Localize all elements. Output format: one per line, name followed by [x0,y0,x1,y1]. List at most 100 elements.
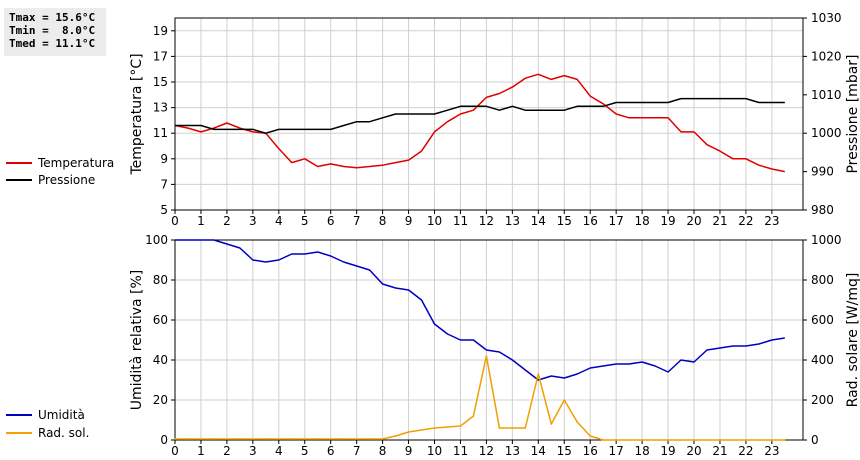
x-tick-label: 23 [764,214,779,228]
x-tick-label: 4 [275,444,283,458]
series-point-rad [174,438,176,440]
series-point-rad [368,438,371,440]
x-tick-label: 8 [379,214,387,228]
x-tick-label: 23 [764,444,779,458]
series-point-rad [407,431,410,433]
series-point-rad [745,439,747,441]
x-tick-label: 21 [712,444,727,458]
legend-label: Temperatura [37,156,114,170]
series-point-rad [537,373,540,375]
x-tick-label: 10 [427,214,442,228]
series-point-rad [394,435,397,437]
x-tick-label: 15 [557,444,572,458]
x-tick-label: 17 [609,444,624,458]
tmin-label: Tmin = 8.0°C [9,24,96,37]
y-tick-label: 15 [153,75,168,89]
legend-label: Rad. sol. [38,426,89,440]
y2-tick-label: 1030 [811,11,842,25]
series-point-rad [381,438,384,440]
series-line-umidit [175,239,785,381]
y2-tick-label: 200 [811,393,834,407]
plot-frame [174,17,804,211]
stats-box: Tmax = 15.6°C Tmin = 8.0°C Tmed = 11.1°C [4,8,106,56]
x-tick-label: 13 [505,214,520,228]
series-point-rad [355,438,358,440]
series-point-rad [485,355,488,357]
x-tick-label: 14 [531,444,546,458]
x-tick-label: 20 [686,214,701,228]
series-point-rad [563,399,566,401]
x-tick-label: 5 [301,444,309,458]
series-point-rad [654,439,656,441]
y-tick-label: 11 [153,126,168,140]
x-tick-label: 4 [275,214,283,228]
x-tick-label: 0 [171,214,179,228]
series-point-rad [329,438,332,440]
plot-frame [174,239,804,441]
x-tick-label: 20 [686,444,701,458]
y-tick-label: 40 [153,353,168,367]
x-tick-label: 3 [249,214,257,228]
series-point-rad [784,439,786,441]
x-tick-label: 21 [712,214,727,228]
x-tick-label: 0 [171,444,179,458]
series-point-rad [213,438,215,440]
series-point-rad [265,438,267,440]
y-tick-label: 0 [160,433,168,447]
x-tick-label: 1 [197,214,205,228]
y2-axis-label: Pressione [mbar] [845,54,860,173]
series-point-rad [226,438,228,440]
series-point-rad [511,427,514,429]
series-point-rad [239,438,241,440]
series-point-rad [680,439,682,441]
series-point-rad [446,426,449,428]
legend-label: Umidità [38,408,85,422]
x-tick-label: 18 [634,214,649,228]
y2-tick-label: 800 [811,273,834,287]
y2-tick-label: 400 [811,353,834,367]
y2-tick-label: 1020 [811,49,842,63]
x-tick-label: 18 [634,444,649,458]
series-point-rad [576,421,579,423]
x-tick-label: 1 [197,444,205,458]
series-line-temperatura [174,73,785,173]
y-tick-label: 20 [153,393,168,407]
y-tick-label: 9 [160,152,168,166]
series-point-rad [602,439,604,441]
series-point-rad [342,438,345,440]
y2-tick-label: 990 [811,165,834,179]
series-point-rad [758,439,760,441]
series-point-rad [316,438,319,440]
series-point-rad [771,439,773,441]
x-tick-label: 15 [557,214,572,228]
y-axis-label: Temperatura [°C] [129,53,145,175]
series-point-rad [420,429,423,431]
series-point-rad [706,439,708,441]
series-line-rad-sol [175,355,785,441]
y-tick-label: 5 [160,203,168,217]
y-tick-label: 60 [153,313,168,327]
series-point-rad [693,439,695,441]
x-tick-label: 12 [479,214,494,228]
series-line-pressione [175,97,785,134]
x-tick-label: 16 [583,214,598,228]
series-point-rad [252,438,254,440]
series-point-rad [303,438,306,440]
y2-tick-label: 980 [811,203,834,217]
x-tick-label: 16 [583,444,598,458]
x-tick-label: 19 [660,444,675,458]
y-axis-label: Umidità relativa [%] [129,270,145,411]
x-tick-label: 11 [453,444,468,458]
series-point-rad [550,423,553,425]
x-tick-label: 11 [453,214,468,228]
x-tick-label: 12 [479,444,494,458]
y2-tick-label: 1000 [811,126,842,140]
y-tick-label: 13 [153,101,168,115]
x-tick-label: 6 [327,214,335,228]
y2-tick-label: 600 [811,313,834,327]
series-point-rad [200,438,202,440]
series-point-rad [278,438,280,440]
x-tick-label: 22 [738,444,753,458]
y2-tick-label: 0 [811,433,819,447]
